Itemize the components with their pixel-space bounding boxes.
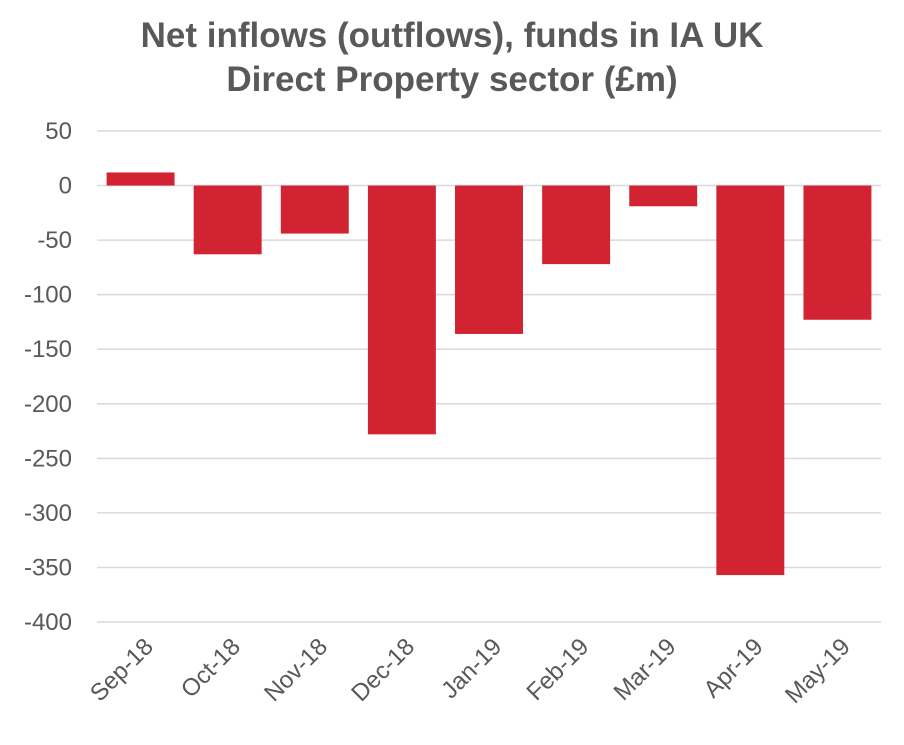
x-axis-tick-labels: Sep-18 Oct-18 Nov-18 Dec-18 Jan-19 Feb-19 Mar-… — [85, 633, 856, 709]
x-tick-label: Dec-18 — [346, 633, 420, 707]
bars — [106, 172, 872, 576]
y-tick-label: -300 — [24, 500, 72, 527]
bar-jan-19 — [455, 185, 523, 334]
x-tick-label: May-19 — [780, 633, 856, 709]
bar-nov-18 — [280, 185, 349, 234]
y-tick-label: -150 — [24, 336, 72, 363]
bar-apr-19 — [716, 185, 785, 576]
bar-mar-19 — [629, 185, 698, 207]
y-axis-tick-labels: 50 0 -50 -100 -150 -200 -250 -300 -350 -400 — [24, 118, 72, 636]
bar-may-19 — [803, 185, 872, 320]
y-tick-label: -200 — [24, 391, 72, 418]
bar-feb-19 — [542, 185, 611, 265]
y-tick-label: -50 — [37, 227, 72, 254]
x-tick-label: Oct-18 — [176, 633, 246, 703]
y-tick-label: -100 — [24, 282, 72, 309]
y-tick-label: -400 — [24, 609, 72, 636]
chart-title: Net inflows (outflows), funds in IA UK D… — [0, 14, 904, 102]
x-tick-label: Nov-18 — [259, 633, 333, 707]
x-tick-label: Feb-19 — [521, 633, 594, 706]
x-tick-label: Jan-19 — [436, 633, 507, 704]
bar-sep-18 — [106, 172, 175, 186]
x-tick-label: Apr-19 — [699, 633, 769, 703]
y-tick-label: -250 — [24, 445, 72, 472]
bar-dec-18 — [367, 185, 436, 435]
bar-oct-18 — [193, 185, 262, 255]
y-tick-label: 50 — [45, 118, 72, 145]
x-tick-label: Mar-19 — [609, 633, 682, 706]
y-tick-label: -350 — [24, 554, 72, 581]
chart-title-line-1: Net inflows (outflows), funds in IA UK — [140, 16, 764, 55]
x-tick-label: Sep-18 — [85, 633, 159, 707]
chart-title-line-2: Direct Property sector (£m) — [226, 60, 678, 99]
y-tick-label: 0 — [59, 173, 72, 200]
